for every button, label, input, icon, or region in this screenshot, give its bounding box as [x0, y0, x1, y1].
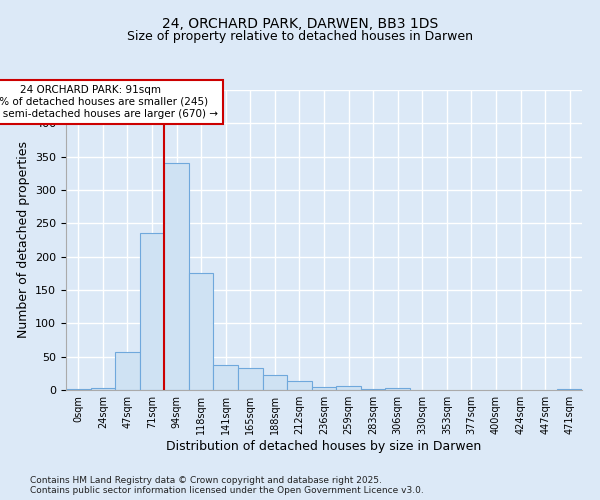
Bar: [164, 164, 189, 390]
Bar: [140, 234, 164, 390]
Bar: [189, 274, 214, 390]
Text: Size of property relative to detached houses in Darwen: Size of property relative to detached ho…: [127, 30, 473, 43]
Text: Contains HM Land Registry data © Crown copyright and database right 2025.
Contai: Contains HM Land Registry data © Crown c…: [30, 476, 424, 495]
Bar: [214, 364, 238, 390]
Bar: [287, 380, 312, 390]
Bar: [312, 386, 336, 390]
Bar: [115, 352, 140, 390]
Y-axis label: Number of detached properties: Number of detached properties: [17, 142, 29, 338]
Bar: [361, 388, 385, 390]
Bar: [66, 388, 91, 390]
Bar: [263, 374, 287, 390]
Text: 24 ORCHARD PARK: 91sqm
← 26% of detached houses are smaller (245)
72% of semi-de: 24 ORCHARD PARK: 91sqm ← 26% of detached…: [0, 86, 218, 118]
Bar: [557, 388, 582, 390]
Bar: [336, 386, 361, 390]
Bar: [91, 388, 115, 390]
Bar: [385, 388, 410, 390]
Bar: [238, 368, 263, 390]
Text: 24, ORCHARD PARK, DARWEN, BB3 1DS: 24, ORCHARD PARK, DARWEN, BB3 1DS: [162, 18, 438, 32]
X-axis label: Distribution of detached houses by size in Darwen: Distribution of detached houses by size …: [166, 440, 482, 453]
